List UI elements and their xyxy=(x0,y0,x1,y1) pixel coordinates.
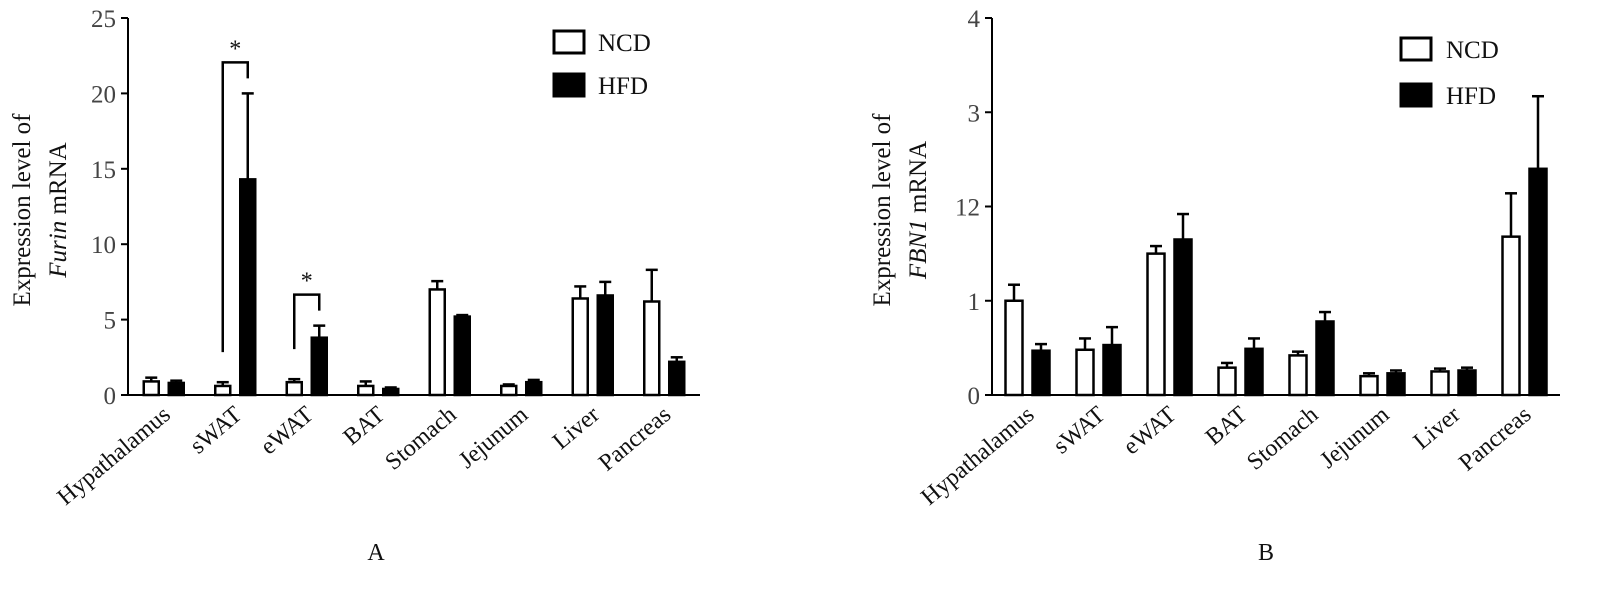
annotation: * xyxy=(301,269,313,295)
y-label: FBN1 mRNA xyxy=(905,141,932,280)
bar xyxy=(668,360,686,397)
bar xyxy=(596,294,614,397)
y-label: Expression level of xyxy=(9,113,36,307)
bar xyxy=(525,380,543,397)
y-label-unit: mRNA xyxy=(45,142,72,214)
x-tick-label: Stomach xyxy=(381,402,462,476)
bar xyxy=(1501,235,1521,397)
bar xyxy=(1359,374,1379,397)
annotation: * xyxy=(229,36,241,62)
legend-swatch xyxy=(1399,82,1433,108)
x-tick-label: sWAT xyxy=(1049,401,1111,459)
y-tick-label: 12 xyxy=(955,195,980,222)
significance-bracket xyxy=(293,293,321,350)
x-tick-label: eWAT xyxy=(1119,401,1182,460)
x-tick-label: Jejunum xyxy=(454,401,533,473)
x-tick-label: BAT xyxy=(339,401,391,450)
bar xyxy=(1457,369,1477,397)
bar xyxy=(1430,370,1450,397)
bar xyxy=(1173,238,1193,397)
panel-label: A xyxy=(367,540,385,566)
x-tick-label: eWAT xyxy=(256,401,319,460)
bar xyxy=(500,384,518,397)
x-tick-label: sWAT xyxy=(185,401,247,459)
x-tick-label: Liver xyxy=(548,402,605,455)
significance-bracket xyxy=(221,61,249,353)
y-tick-label: 15 xyxy=(91,157,116,184)
y-tick-label: 5 xyxy=(104,308,117,335)
panel-label: B xyxy=(1258,540,1274,566)
x-tick-label: Pancreas xyxy=(1454,402,1536,477)
bar xyxy=(1102,343,1122,397)
bar xyxy=(1075,348,1095,397)
y-label: Expression level of xyxy=(869,113,896,307)
legend-swatch xyxy=(552,72,586,98)
bar xyxy=(1031,349,1051,397)
bar xyxy=(357,384,375,397)
y-tick-label: 4 xyxy=(968,6,981,33)
bar xyxy=(285,380,303,397)
legend-label: NCD xyxy=(1446,37,1499,64)
bar xyxy=(571,297,589,397)
y-tick-label: 0 xyxy=(968,383,981,410)
bar xyxy=(239,178,257,397)
y-tick-label: 10 xyxy=(91,232,116,259)
legend-label: HFD xyxy=(598,73,648,100)
bar xyxy=(1004,299,1024,397)
legend-label: NCD xyxy=(598,30,651,57)
legend-swatch xyxy=(1399,36,1433,62)
x-tick-label: Pancreas xyxy=(594,402,676,477)
y-tick-label: 0 xyxy=(104,383,117,410)
y-label-unit: mRNA xyxy=(905,141,932,213)
bar xyxy=(1146,252,1166,397)
bar xyxy=(428,288,446,397)
y-label-gene: Furin xyxy=(45,221,72,279)
bar xyxy=(142,380,160,397)
y-tick-label: 20 xyxy=(91,81,116,108)
bar xyxy=(643,300,661,397)
x-tick-label: Jejunum xyxy=(1315,401,1394,473)
bar xyxy=(1315,320,1335,397)
bar xyxy=(214,384,232,397)
bar xyxy=(1217,366,1237,397)
bar xyxy=(1244,347,1264,397)
legend-swatch xyxy=(552,29,586,55)
y-tick-label: 1 xyxy=(968,289,981,316)
x-tick-label: Hypathalamus xyxy=(53,402,176,511)
y-tick-label: 25 xyxy=(91,6,116,33)
x-tick-label: Liver xyxy=(1409,402,1466,455)
x-tick-label: Hypathalamus xyxy=(916,402,1039,511)
x-tick-label: BAT xyxy=(1201,401,1253,450)
bar xyxy=(1386,372,1406,397)
legend-label: HFD xyxy=(1446,83,1496,110)
bar xyxy=(1288,354,1308,397)
bar xyxy=(382,387,400,397)
bar xyxy=(1528,167,1548,397)
bar xyxy=(167,381,185,397)
y-label-gene: FBN1 xyxy=(905,219,932,280)
y-label: Furin mRNA xyxy=(45,142,72,278)
bar xyxy=(310,336,328,397)
bar xyxy=(453,315,471,397)
y-tick-label: 3 xyxy=(968,100,981,127)
x-tick-label: Stomach xyxy=(1242,402,1323,476)
